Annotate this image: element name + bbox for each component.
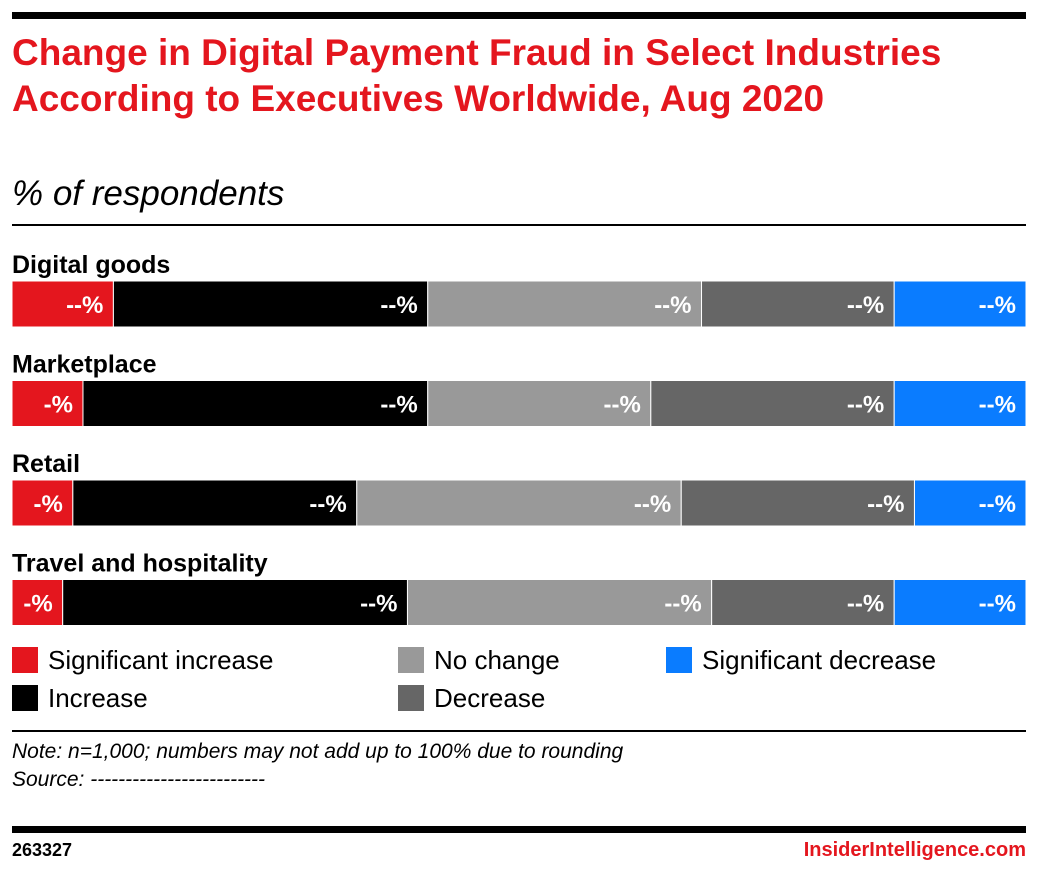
legend-item-increase: Increase: [12, 683, 148, 713]
chart-title: Change in Digital Payment Fraud in Selec…: [12, 32, 942, 119]
bar-retail-decrease: [680, 479, 915, 527]
bar-marketplace-increase: [82, 380, 429, 427]
data-label-marketplace-increase: --%: [380, 392, 417, 419]
bar-marketplace-decrease: [650, 380, 895, 427]
data-label-digital-goods-decrease: --%: [847, 292, 884, 319]
legend-item-no-change: No change: [398, 645, 560, 675]
data-label-retail-significant-decrease: --%: [979, 491, 1016, 518]
legend-label: Decrease: [434, 683, 546, 713]
data-label-retail-increase: --%: [309, 491, 346, 518]
data-label-travel-and-hospitality-significant-increase: -%: [23, 591, 52, 618]
legend-swatch: [398, 685, 424, 711]
category-label-marketplace: Marketplace: [12, 351, 157, 379]
legend-swatch: [12, 647, 38, 673]
data-label-marketplace-significant-increase: -%: [44, 392, 73, 419]
legend-item-significant-increase: Significant increase: [12, 645, 273, 675]
bar-retail-no-change: [356, 479, 682, 527]
chart-id: 263327: [12, 840, 73, 860]
top-rule: [12, 12, 1026, 19]
legend-rule: [12, 730, 1026, 732]
bar-travel-and-hospitality-significant-increase: [11, 579, 64, 626]
header-rule: [12, 224, 1026, 226]
bar-travel-and-hospitality-significant-decrease: [893, 579, 1027, 626]
data-label-retail-decrease: --%: [867, 491, 904, 518]
legend-item-significant-decrease: Significant decrease: [666, 645, 936, 675]
data-label-retail-no-change: --%: [634, 491, 671, 518]
legend-swatch: [666, 647, 692, 673]
data-label-digital-goods-significant-increase: --%: [66, 292, 103, 319]
data-label-digital-goods-no-change: --%: [654, 292, 691, 319]
data-label-marketplace-no-change: --%: [603, 392, 640, 419]
legend-label: Significant increase: [48, 645, 274, 675]
bar-retail-increase: [72, 479, 358, 527]
data-label-travel-and-hospitality-increase: --%: [360, 591, 397, 618]
bar-digital-goods-decrease: [701, 280, 895, 328]
bar-travel-and-hospitality-decrease: [711, 579, 895, 626]
data-label-marketplace-decrease: --%: [847, 392, 884, 419]
legend-label: Significant decrease: [702, 645, 937, 675]
bar-marketplace-significant-decrease: [893, 380, 1027, 427]
bar-retail-significant-decrease: [913, 479, 1027, 527]
data-label-retail-significant-increase: -%: [33, 491, 62, 518]
legend-label: Increase: [48, 683, 148, 713]
data-label-travel-and-hospitality-decrease: --%: [847, 591, 884, 618]
data-label-digital-goods-significant-decrease: --%: [979, 292, 1016, 319]
legend-label: No change: [434, 645, 560, 675]
bar-travel-and-hospitality-increase: [62, 579, 408, 626]
bar-marketplace-no-change: [427, 380, 652, 427]
stacked-bar-chart: Digital goods --% --% --% --% --% Marketplace -…: [11, 251, 1027, 626]
legend-item-decrease: Decrease: [398, 683, 545, 713]
category-label-digital-goods: Digital goods: [12, 251, 170, 279]
data-label-marketplace-significant-decrease: --%: [979, 392, 1016, 419]
chart-subtitle: % of respondents: [12, 174, 285, 213]
bar-digital-goods-significant-increase: [11, 280, 114, 328]
legend-swatch: [398, 647, 424, 673]
category-label-travel-and-hospitality: Travel and hospitality: [12, 550, 268, 578]
footer-rule: [12, 826, 1026, 833]
brand-link[interactable]: InsiderIntelligence.com: [803, 839, 1026, 861]
data-label-travel-and-hospitality-significant-decrease: --%: [979, 591, 1016, 618]
data-label-digital-goods-increase: --%: [380, 292, 417, 319]
chart-note: Note: n=1,000; numbers may not add up to…: [12, 740, 624, 763]
chart-source: Source: -------------------------: [12, 768, 266, 791]
bar-travel-and-hospitality-no-change: [406, 579, 713, 626]
category-label-retail: Retail: [12, 450, 80, 478]
data-label-travel-and-hospitality-no-change: --%: [664, 591, 701, 618]
legend-swatch: [12, 685, 38, 711]
bar-digital-goods-significant-decrease: [893, 280, 1027, 328]
